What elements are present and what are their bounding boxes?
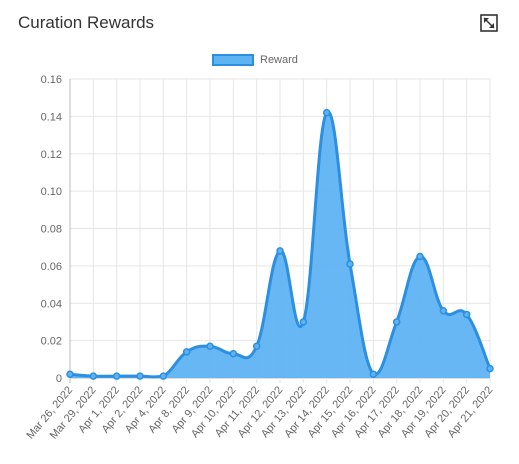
data-point xyxy=(462,310,471,319)
data-point xyxy=(439,306,448,315)
data-point xyxy=(299,318,308,326)
data-point xyxy=(229,349,238,358)
data-point xyxy=(392,318,401,326)
data-point xyxy=(112,372,121,380)
chart-legend[interactable]: Reward xyxy=(212,54,298,66)
data-point xyxy=(369,370,378,379)
series-area-reward xyxy=(70,111,490,378)
y-tick-label: 0.02 xyxy=(41,336,62,348)
legend-swatch xyxy=(212,54,254,66)
expand-icon[interactable] xyxy=(480,14,498,32)
data-point xyxy=(416,252,424,261)
data-point xyxy=(136,372,144,380)
card-title: Curation Rewards xyxy=(18,13,155,32)
y-tick-label: 0.16 xyxy=(41,74,62,86)
data-point xyxy=(182,348,191,356)
data-point xyxy=(66,370,74,379)
y-tick-label: 0.08 xyxy=(41,224,62,236)
data-point xyxy=(346,260,354,268)
y-tick-label: 0.14 xyxy=(41,111,62,123)
series-line-reward xyxy=(69,110,492,379)
data-point xyxy=(322,108,331,117)
data-point xyxy=(89,372,98,380)
data-point xyxy=(486,364,494,373)
y-tick-label: 0.04 xyxy=(41,298,62,310)
data-point xyxy=(206,342,214,350)
data-point xyxy=(276,247,284,255)
y-tick-label: 0.12 xyxy=(41,149,62,161)
y-tick-label: 0.10 xyxy=(41,186,62,198)
data-point xyxy=(252,342,261,350)
legend-label: Reward xyxy=(260,54,298,66)
y-tick-label: 0 xyxy=(56,373,62,385)
y-tick-label: 0.06 xyxy=(41,261,62,273)
data-point xyxy=(159,372,168,380)
